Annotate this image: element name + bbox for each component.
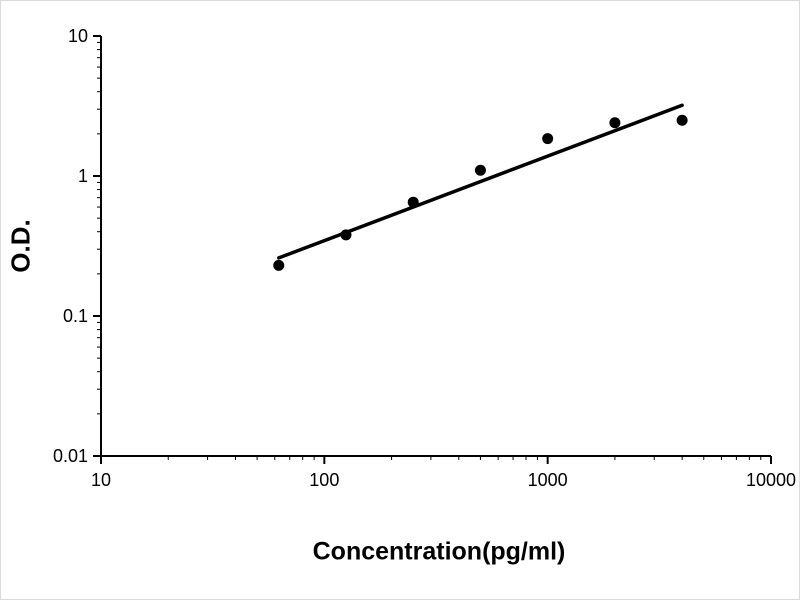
y-tick-label: 1	[78, 166, 88, 186]
data-point	[609, 117, 621, 129]
data-point	[273, 259, 285, 271]
y-tick-label: 0.1	[63, 306, 88, 326]
data-point	[676, 114, 688, 126]
y-tick-label: 10	[68, 26, 88, 46]
x-tick-label: 10	[91, 470, 111, 490]
x-axis-title: Concentration(pg/ml)	[312, 537, 566, 566]
x-tick-label: 100	[309, 470, 339, 490]
data-point	[474, 164, 486, 176]
y-tick-label: 0.01	[53, 446, 88, 466]
data-point	[542, 133, 554, 145]
data-point	[407, 196, 419, 208]
x-tick-label: 1000	[528, 470, 568, 490]
data-point	[340, 229, 352, 241]
x-tick-label: 10000	[746, 470, 796, 490]
y-axis-title: O.D.	[5, 219, 36, 273]
trend-line	[276, 103, 684, 260]
